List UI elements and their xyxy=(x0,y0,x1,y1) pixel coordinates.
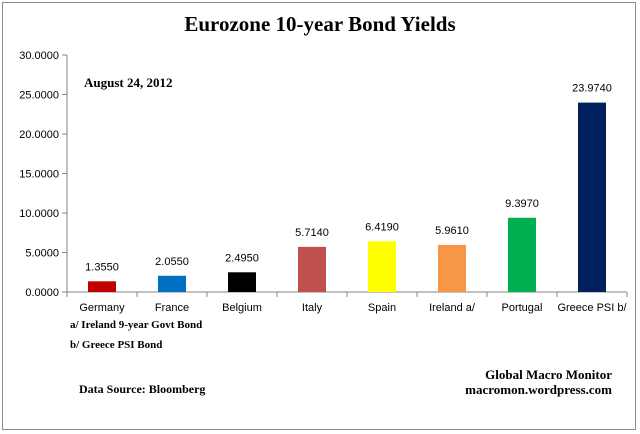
footnote-a: a/ Ireland 9-year Govt Bond xyxy=(70,319,202,331)
bar xyxy=(158,275,186,292)
category-label: Belgium xyxy=(222,302,262,314)
y-tick-label: 20.0000 xyxy=(19,129,59,141)
x-axis xyxy=(66,291,628,297)
y-tick-label: 5.0000 xyxy=(25,248,59,260)
data-source: Data Source: Bloomberg xyxy=(79,382,205,396)
bar-value-label: 2.4950 xyxy=(225,252,259,264)
category-label: Portugal xyxy=(502,302,543,314)
category-label: Germany xyxy=(79,302,125,314)
bar-value-label: 1.3550 xyxy=(85,261,119,273)
bar xyxy=(508,217,536,292)
footnote-b: b/ Greece PSI Bond xyxy=(70,339,162,351)
bar-value-label: 23.9740 xyxy=(572,83,612,95)
y-tick-label: 10.0000 xyxy=(19,208,59,220)
date-label: August 24, 2012 xyxy=(84,75,173,90)
y-tick-label: 25.0000 xyxy=(19,90,59,102)
bar-value-label: 2.0550 xyxy=(155,256,189,268)
bar xyxy=(438,244,466,292)
bar-value-label: 9.3970 xyxy=(505,198,539,210)
bar-value-label: 6.4190 xyxy=(365,221,399,233)
bars-group xyxy=(88,102,606,292)
category-label: Italy xyxy=(302,302,323,314)
value-labels-group: 1.3550 2.0550 2.4950 5.7140 6.4190 5.9610 9.39… xyxy=(85,83,612,274)
category-label: Spain xyxy=(368,302,396,314)
category-labels-group: Germany France Belgium Italy Spain Ireland a/… xyxy=(79,302,627,314)
y-tick-label: 15.0000 xyxy=(19,169,59,181)
bar xyxy=(88,281,116,292)
bar xyxy=(298,246,326,292)
category-label: Greece PSI b/ xyxy=(557,302,627,314)
chart-title: Eurozone 10-year Bond Yields xyxy=(184,12,455,36)
category-label: France xyxy=(155,302,189,314)
y-axis: 0.0000 5.0000 10.0000 15.0000 20.0000 25.0000… xyxy=(19,50,68,299)
credit-url: macromon.wordpress.com xyxy=(465,382,612,397)
bar xyxy=(228,272,256,292)
y-tick-label: 30.0000 xyxy=(19,50,59,62)
y-tick-label: 0.0000 xyxy=(25,287,59,299)
bar xyxy=(368,241,396,292)
chart-frame xyxy=(2,2,636,430)
bar-value-label: 5.7140 xyxy=(295,227,329,239)
bar xyxy=(578,102,606,292)
credit-name: Global Macro Monitor xyxy=(485,367,612,382)
bar-value-label: 5.9610 xyxy=(435,225,469,237)
category-label: Ireland a/ xyxy=(429,302,476,314)
